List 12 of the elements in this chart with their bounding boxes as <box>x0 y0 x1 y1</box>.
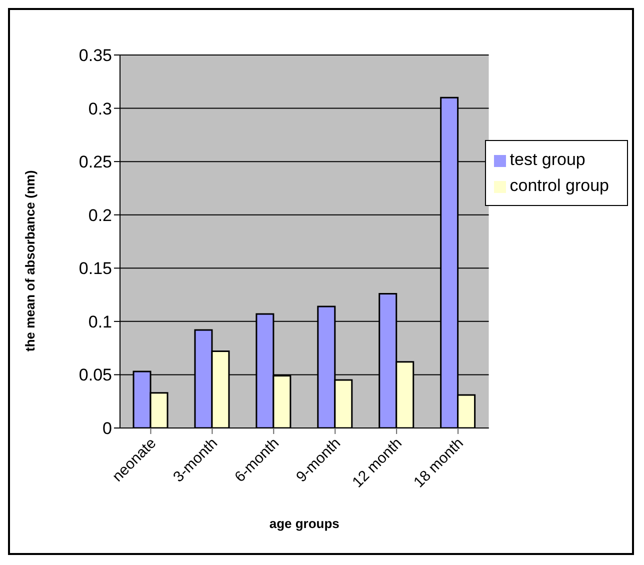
y-tick-label: 0.15 <box>78 259 112 278</box>
x-axis-title: age groups <box>269 516 340 531</box>
y-tick-label: 0.35 <box>78 46 112 66</box>
legend-label: test group <box>510 150 586 169</box>
y-tick-label: 0.1 <box>88 312 112 332</box>
y-axis-title: the mean of absorbance (nm) <box>22 170 38 352</box>
y-tick-label: 0.3 <box>88 99 112 118</box>
y-tick-label: 0.05 <box>78 366 112 385</box>
legend-label: control group <box>510 176 609 195</box>
y-tick-label: 0.25 <box>78 152 112 172</box>
y-tick-label: 0 <box>102 419 112 438</box>
y-tick-label: 0.2 <box>88 206 112 225</box>
